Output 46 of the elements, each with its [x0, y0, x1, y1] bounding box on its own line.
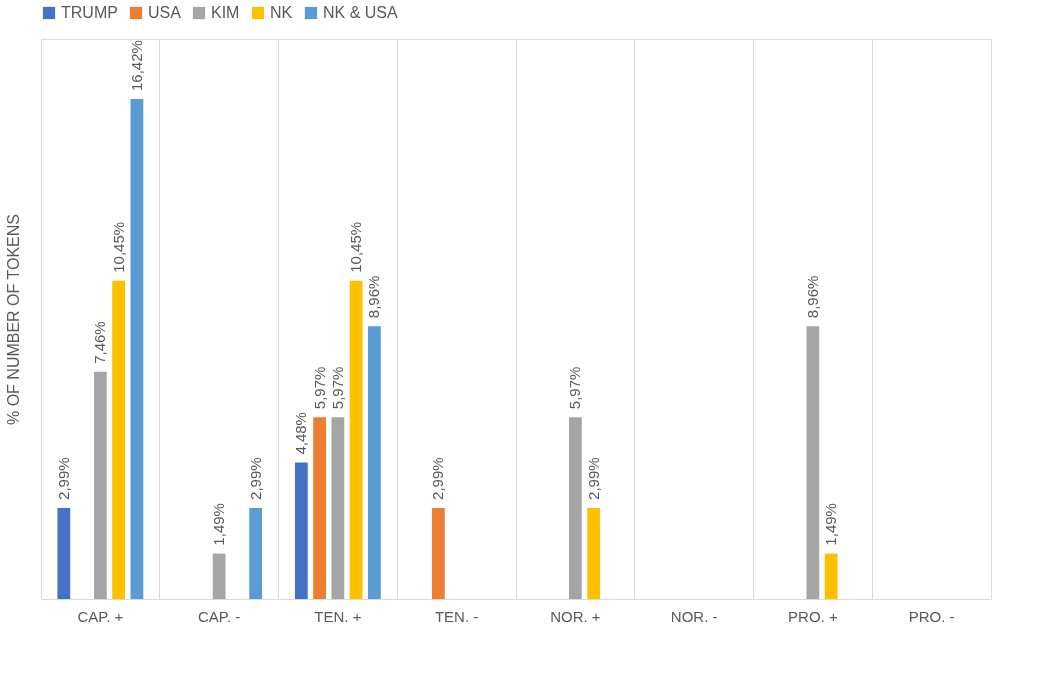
legend-label: NK: [270, 4, 293, 21]
legend-label: TRUMP: [61, 4, 118, 21]
data-label: 2,99%: [246, 457, 264, 500]
data-label: 16,42%: [127, 40, 145, 91]
legend-label: USA: [148, 4, 182, 21]
x-tick-label: PRO. -: [908, 607, 955, 625]
data-label: 5,97%: [310, 366, 328, 410]
data-label: 2,99%: [584, 457, 602, 500]
bar: [568, 417, 582, 599]
bar: [587, 507, 601, 599]
bar: [349, 280, 363, 599]
x-tick-label: NOR. +: [550, 607, 601, 625]
data-label: 8,96%: [365, 275, 383, 319]
bar: [331, 417, 345, 599]
x-tick-label: CAP. -: [198, 607, 241, 625]
x-tick-label: NOR. -: [670, 607, 718, 625]
x-tick-label: CAP. +: [77, 607, 124, 625]
x-tick-label: TEN. +: [314, 607, 362, 625]
legend-label: NK & USA: [323, 4, 399, 21]
data-label: 10,45%: [347, 221, 365, 273]
bar: [431, 507, 445, 599]
x-tick-label: TEN. -: [434, 607, 479, 625]
data-label: 10,45%: [109, 221, 127, 273]
legend-label: KIM: [211, 4, 240, 21]
data-label: 5,97%: [328, 366, 346, 410]
data-label: 8,96%: [803, 275, 821, 319]
bar: [212, 553, 226, 599]
data-label: 1,49%: [822, 503, 840, 546]
data-label: 7,46%: [91, 321, 109, 364]
bar: [249, 507, 263, 599]
y-axis-title: % OF NUMBER OF TOKENS: [4, 214, 22, 425]
data-label: 2,99%: [429, 457, 447, 500]
bar: [130, 99, 144, 599]
bar: [57, 507, 71, 599]
bar: [313, 417, 326, 599]
bar: [824, 553, 838, 599]
data-label: 4,48%: [292, 412, 310, 455]
data-label: 5,97%: [566, 366, 584, 410]
data-label: 2,99%: [54, 457, 72, 500]
x-tick-label: PRO. +: [788, 607, 838, 625]
bar: [112, 280, 126, 599]
bar: [368, 326, 381, 599]
data-label: 1,49%: [210, 503, 228, 546]
bar: [806, 326, 820, 599]
bar: [93, 371, 107, 599]
bar: [294, 462, 308, 599]
